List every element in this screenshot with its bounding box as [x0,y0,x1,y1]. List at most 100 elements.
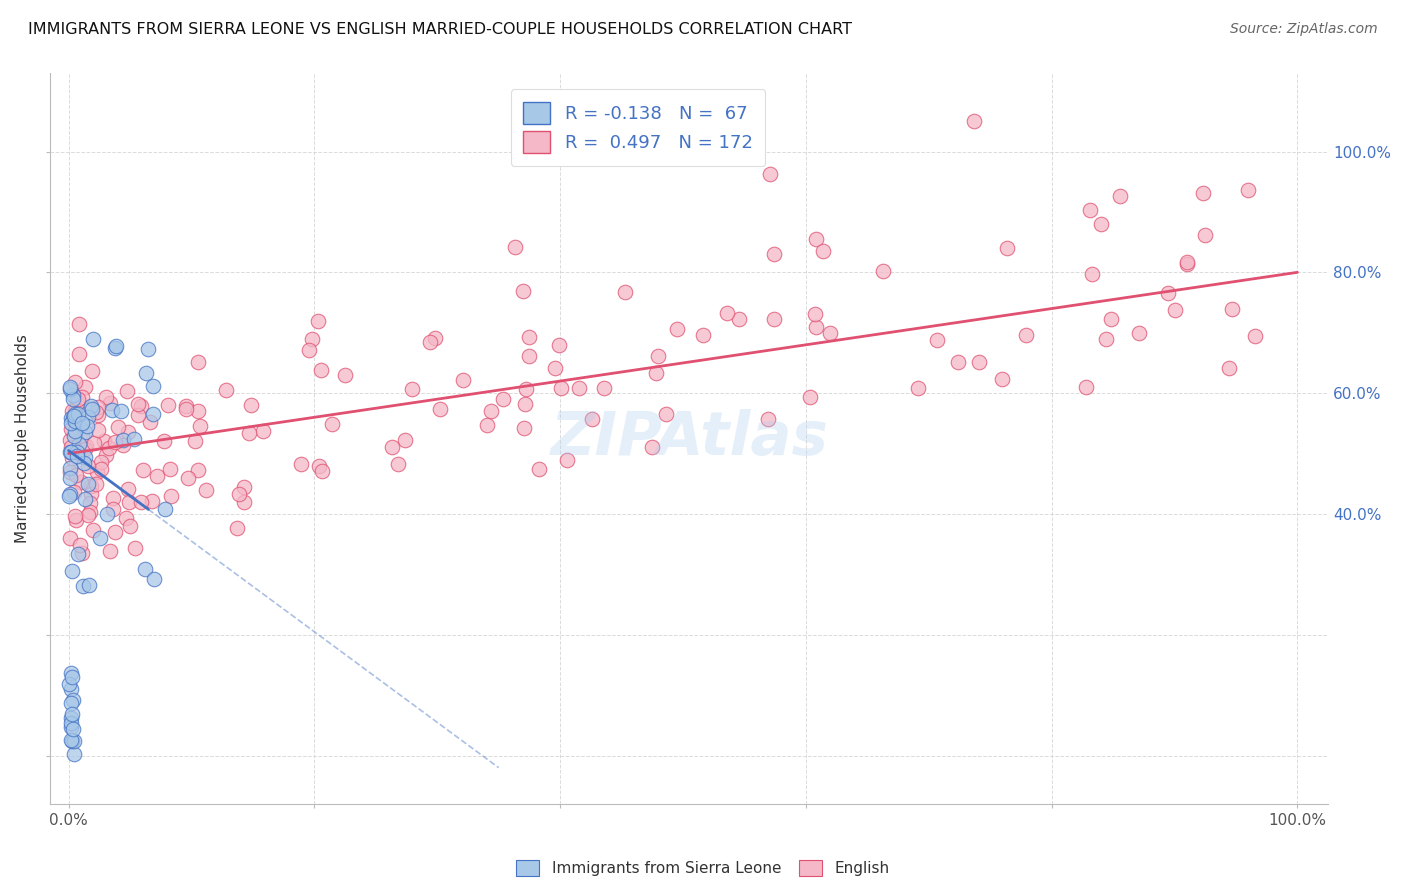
Point [252,424,274,438]
Point [1194,228,1216,243]
Point [963,114,986,128]
Point [1090,217,1112,231]
Point [174,402,197,417]
Point [818,326,841,341]
Point [59,461,82,475]
Point [87,401,110,415]
Point [555,453,578,467]
Point [107,420,129,434]
Point [969,354,991,368]
Point [1078,203,1101,218]
Point [90,462,112,476]
Point [1175,257,1198,271]
Point [419,334,441,349]
Point [804,307,827,321]
Point [72,579,94,593]
Point [80,364,103,378]
Point [136,343,159,357]
Point [80,479,103,493]
Point [129,495,152,509]
Point [59,471,82,485]
Point [153,434,176,448]
Point [124,541,146,555]
Point [59,682,82,697]
Point [62,693,84,707]
Point [134,562,156,576]
Point [59,465,82,479]
Point [60,732,83,747]
Point [512,285,534,299]
Point [58,382,80,396]
Point [872,264,894,278]
Point [59,416,82,430]
Point [63,409,86,423]
Point [644,367,666,381]
Point [77,477,100,491]
Point [104,525,127,540]
Point [429,402,451,417]
Point [1192,186,1215,200]
Point [63,429,86,443]
Point [105,338,128,352]
Point [187,404,209,418]
Point [60,564,83,578]
Point [187,355,209,369]
Point [63,424,86,438]
Point [692,327,714,342]
Point [101,402,124,417]
Point [1243,328,1265,343]
Point [759,167,782,181]
Point [225,521,247,535]
Point [60,440,83,454]
Point [762,311,785,326]
Point [98,544,121,558]
Point [63,414,86,428]
Point [1128,326,1150,340]
Point [387,457,409,471]
Point [66,445,89,459]
Point [58,489,80,503]
Point [1175,255,1198,269]
Point [479,404,502,418]
Point [90,455,112,469]
Point [550,381,572,395]
Point [142,572,165,586]
Point [101,502,124,516]
Point [75,492,97,507]
Point [98,395,121,409]
Text: IMMIGRANTS FROM SIERRA LEONE VS ENGLISH MARRIED-COUPLE HOUSEHOLDS CORRELATION CH: IMMIGRANTS FROM SIERRA LEONE VS ENGLISH … [28,22,852,37]
Point [62,392,84,406]
Point [153,501,176,516]
Point [1218,360,1240,375]
Point [75,439,97,453]
Point [142,379,165,393]
Point [60,711,83,725]
Point [104,341,127,355]
Point [948,354,970,368]
Point [69,538,91,552]
Point [529,461,551,475]
Point [232,480,254,494]
Point [65,513,87,527]
Point [118,495,141,509]
Point [59,379,82,393]
Point [505,240,527,254]
Legend: Immigrants from Sierra Leone, English: Immigrants from Sierra Leone, English [510,855,896,882]
Point [804,232,827,246]
Point [423,331,446,345]
Point [77,508,100,523]
Point [548,338,571,352]
Point [59,445,82,459]
Point [194,483,217,497]
Point [75,450,97,464]
Point [1109,189,1132,203]
Point [907,381,929,395]
Point [568,381,591,395]
Point [1015,327,1038,342]
Point [115,384,138,399]
Point [77,578,100,592]
Text: ZIPAtlas: ZIPAtlas [550,409,828,468]
Point [613,285,636,299]
Point [94,390,117,404]
Point [492,392,515,407]
